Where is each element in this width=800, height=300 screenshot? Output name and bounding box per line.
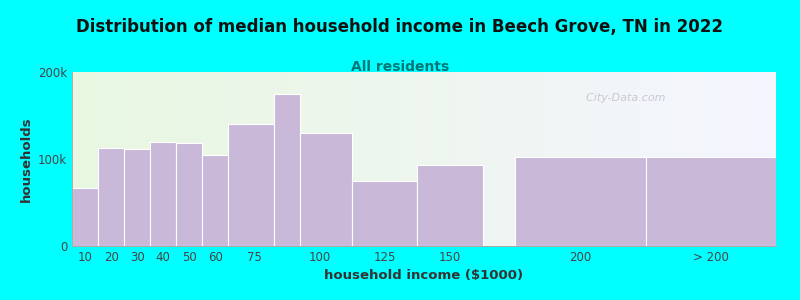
Bar: [98, 148, 124, 246]
Bar: [72, 188, 98, 246]
Bar: [352, 181, 418, 246]
Bar: [124, 149, 150, 246]
Bar: [202, 154, 229, 246]
Bar: [150, 142, 176, 246]
Bar: [176, 143, 202, 246]
Text: Distribution of median household income in Beech Grove, TN in 2022: Distribution of median household income …: [77, 18, 723, 36]
Text: All residents: All residents: [351, 60, 449, 74]
Y-axis label: households: households: [19, 116, 33, 202]
Bar: [418, 165, 482, 246]
Bar: [274, 94, 300, 246]
Bar: [515, 157, 646, 246]
Text: City-Data.com: City-Data.com: [579, 93, 666, 103]
Bar: [229, 124, 274, 246]
X-axis label: household income ($1000): household income ($1000): [325, 269, 523, 282]
Bar: [300, 133, 352, 246]
Bar: [646, 157, 776, 246]
